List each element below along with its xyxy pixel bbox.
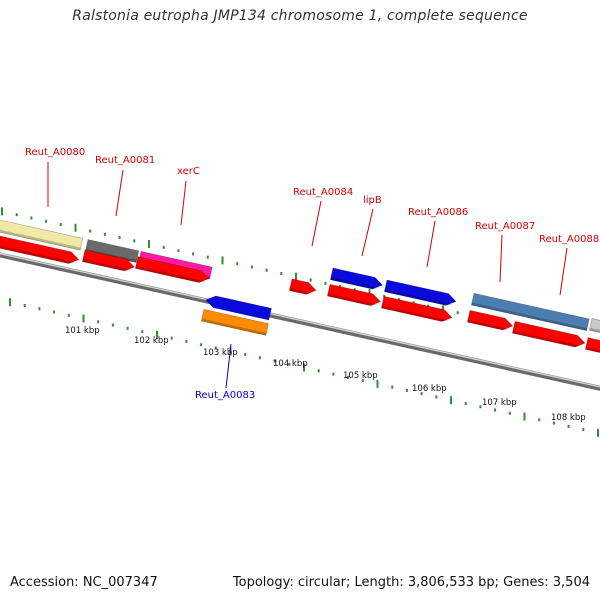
gene-label-reut-a0086[interactable]: Reut_A0086 <box>408 207 468 268</box>
kbp-label: 106 kbp <box>412 384 447 394</box>
kbp-label: 104 kbp <box>273 359 308 369</box>
gene-box-reut-a0088[interactable] <box>589 318 600 338</box>
gene-label-reut-a0081[interactable]: Reut_A0081 <box>95 155 155 217</box>
gene-box-lipb[interactable] <box>330 267 383 291</box>
kbp-label: 101 kbp <box>65 326 100 336</box>
gene-box-reut-a0086[interactable] <box>384 279 457 307</box>
topology-summary: Topology: circular; Length: 3,806,533 bp… <box>232 575 590 590</box>
kbp-label: 103 kbp <box>203 348 238 358</box>
gene-label-lipb[interactable]: lipB <box>361 195 382 257</box>
gene-label-xerc[interactable]: xerC <box>177 166 200 226</box>
gene-box-reut-a0087[interactable] <box>471 292 590 331</box>
cds-arrow-xerc[interactable] <box>135 256 210 285</box>
cds-arrow-lipb[interactable] <box>327 283 381 307</box>
gene-label-reut-a0088[interactable]: Reut_A0088 <box>539 234 599 296</box>
accession-text: Accession: NC_007347 <box>10 575 158 590</box>
gene-label-text: xerC <box>177 166 200 177</box>
gene-label-text: Reut_A0088 <box>539 234 599 245</box>
kbp-label: 105 kbp <box>343 371 378 381</box>
map-title: Ralstonia eutropha JMP134 chromosome 1, … <box>72 8 528 24</box>
kbp-label: 108 kbp <box>551 413 586 423</box>
gene-label-text: Reut_A0080 <box>25 147 85 158</box>
sequence-backbone <box>0 252 600 391</box>
cds-arrow-reut-a0083[interactable] <box>204 294 272 321</box>
gene-label-reut-a0083[interactable]: Reut_A0083 <box>195 343 255 401</box>
gene-label-text: Reut_A0081 <box>95 155 155 166</box>
cds-arrow-reut-a0088[interactable] <box>585 337 600 356</box>
gene-label-text: Reut_A0084 <box>293 187 353 198</box>
cds-arrow-reut-a0086[interactable] <box>381 295 453 323</box>
cds-arrow-reut-a0084[interactable] <box>289 278 317 296</box>
cds-arrow-reut-a0081[interactable] <box>82 249 135 273</box>
gene-box-reut-a0080[interactable] <box>0 217 84 251</box>
gene-label-reut-a0080[interactable]: Reut_A0080 <box>25 147 85 207</box>
gene-label-reut-a0087[interactable]: Reut_A0087 <box>475 221 535 283</box>
gene-label-text: Reut_A0087 <box>475 221 535 232</box>
gene-label-text: Reut_A0086 <box>408 207 468 218</box>
tick-row-lower <box>9 298 599 437</box>
cds-arrow-reut-a0087[interactable] <box>467 310 514 331</box>
cds-arrow-reut-a0080[interactable] <box>0 235 80 266</box>
gene-label-text: Reut_A0083 <box>195 390 255 401</box>
cds-arrow-reut-a0087b[interactable] <box>512 321 586 349</box>
kbp-label: 107 kbp <box>482 398 517 408</box>
gene-label-text: lipB <box>363 195 382 206</box>
gene-box-reut-a0083[interactable] <box>201 308 269 336</box>
kbp-label: 102 kbp <box>134 336 169 346</box>
gene-label-reut-a0084[interactable]: Reut_A0084 <box>293 187 353 247</box>
map-layer: Reut_A0080 Reut_A0081 xerC Reut_A0084 lipB Re… <box>0 147 600 437</box>
